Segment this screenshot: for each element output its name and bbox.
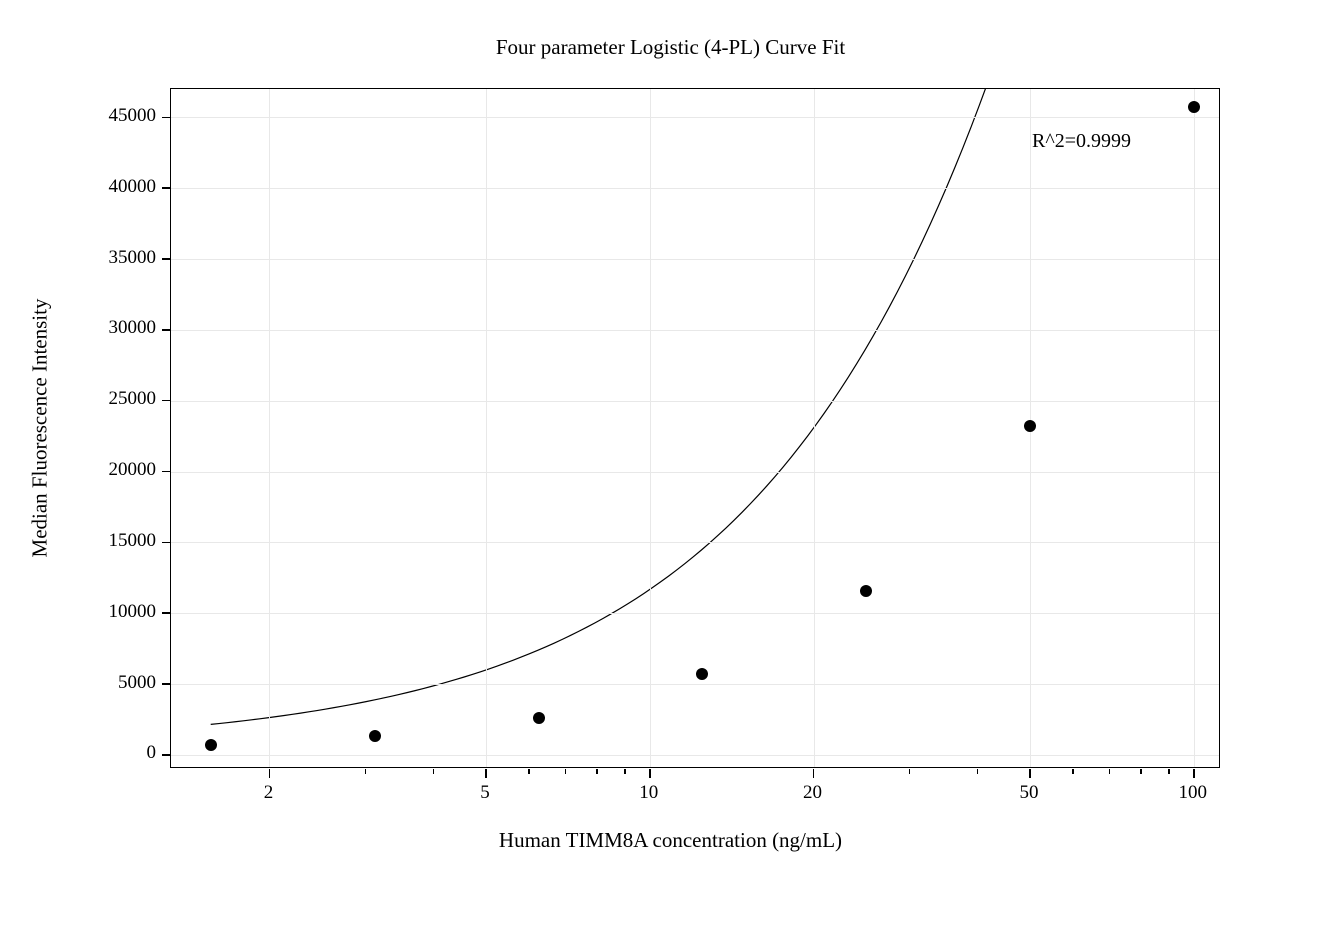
x-tick-major [269,769,271,778]
x-tick-minor [596,769,598,774]
grid-line-h [171,188,1219,189]
x-tick-major [1193,769,1195,778]
r-squared-annotation: R^2=0.9999 [1032,130,1131,153]
y-tick-label: 0 [76,742,156,764]
x-tick-label: 100 [1179,782,1208,804]
grid-line-v [486,89,487,767]
x-tick-minor [365,769,367,774]
grid-line-h [171,684,1219,685]
fit-curve [171,89,1219,767]
y-tick-label: 10000 [76,601,156,623]
x-tick-minor [1072,769,1074,774]
grid-line-v [814,89,815,767]
y-tick [162,117,171,119]
x-tick-minor [909,769,911,774]
y-tick-label: 5000 [76,672,156,694]
y-tick [162,329,171,331]
y-tick [162,683,171,685]
y-tick-label: 40000 [76,176,156,198]
grid-line-h [171,259,1219,260]
chart-title: Four parameter Logistic (4-PL) Curve Fit [0,35,1341,60]
y-tick-label: 25000 [76,388,156,410]
y-tick [162,542,171,544]
data-point [860,585,872,597]
x-tick-minor [624,769,626,774]
data-point [696,668,708,680]
y-tick-label: 15000 [76,530,156,552]
y-tick-label: 30000 [76,317,156,339]
grid-line-v [269,89,270,767]
grid-line-h [171,330,1219,331]
data-point [533,712,545,724]
data-point [1188,101,1200,113]
x-tick-major [1029,769,1031,778]
x-tick-label: 2 [264,782,274,804]
chart-container: Four parameter Logistic (4-PL) Curve Fit… [0,0,1341,936]
data-point [1024,420,1036,432]
grid-line-v [1194,89,1195,767]
x-tick-label: 20 [803,782,822,804]
y-tick [162,187,171,189]
grid-line-h [171,401,1219,402]
grid-line-h [171,542,1219,543]
x-tick-minor [1168,769,1170,774]
y-tick-label: 20000 [76,459,156,481]
grid-line-v [650,89,651,767]
y-tick-label: 35000 [76,247,156,269]
x-tick-minor [1140,769,1142,774]
plot-area: R^2=0.9999 [170,88,1220,768]
x-axis-label: Human TIMM8A concentration (ng/mL) [0,828,1341,853]
y-tick-label: 45000 [76,105,156,127]
data-point [369,730,381,742]
x-tick-label: 5 [480,782,490,804]
x-tick-minor [528,769,530,774]
grid-line-h [171,472,1219,473]
x-tick-label: 10 [639,782,658,804]
grid-line-h [171,755,1219,756]
x-tick-minor [977,769,979,774]
x-tick-minor [565,769,567,774]
x-tick-major [649,769,651,778]
data-point [205,739,217,751]
y-axis-label: Median Fluorescence Intensity [28,299,53,558]
y-tick [162,612,171,614]
x-tick-minor [1109,769,1111,774]
y-tick [162,400,171,402]
y-tick [162,754,171,756]
x-tick-label: 50 [1020,782,1039,804]
y-tick [162,471,171,473]
y-tick [162,258,171,260]
grid-line-h [171,613,1219,614]
x-tick-minor [433,769,435,774]
x-tick-major [485,769,487,778]
x-tick-major [813,769,815,778]
grid-line-h [171,117,1219,118]
